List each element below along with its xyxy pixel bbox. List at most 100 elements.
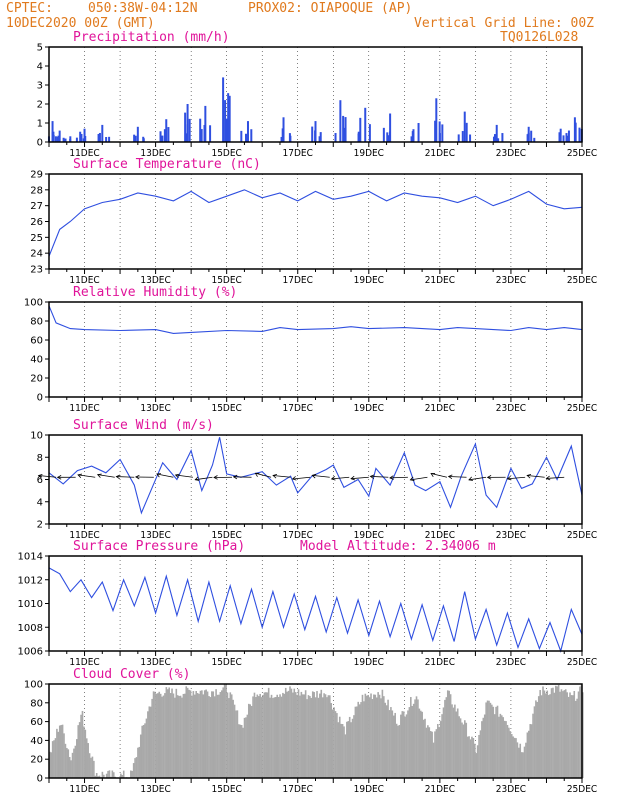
cloud-bar	[519, 743, 522, 778]
cloud-bar	[80, 714, 82, 778]
precip-bar	[389, 113, 392, 142]
cloud-bar	[314, 697, 317, 778]
x-tick-label: 13DEC	[140, 657, 170, 668]
precip-bar	[250, 129, 253, 142]
x-tick-label: 21DEC	[425, 275, 455, 286]
cloud-bar	[486, 700, 489, 778]
panel-title: Surface Wind (m/s)	[73, 418, 214, 433]
cloud-bar	[506, 724, 509, 778]
cloud-bar	[77, 725, 80, 778]
cloud-bar	[516, 742, 519, 778]
cloud-bar	[471, 736, 473, 778]
cloud-bar	[88, 753, 91, 778]
precip-bar	[167, 127, 170, 142]
precip-bar	[434, 120, 437, 142]
cloud-bar	[455, 711, 458, 778]
cloud-bar	[294, 692, 297, 778]
precip-bar	[492, 136, 495, 142]
cloud-bar	[500, 715, 503, 778]
cloud-bar	[216, 694, 219, 778]
precip-bar	[368, 124, 371, 142]
cloud-bar	[319, 693, 321, 778]
panel-title: Surface Pressure (hPa)	[73, 539, 245, 554]
header-grid-note: Vertical Grid Line: 00Z	[414, 16, 594, 31]
wind-arrowhead	[56, 475, 62, 480]
precip-bar	[161, 135, 164, 142]
cloud-bar	[435, 729, 438, 778]
cloud-bar	[492, 706, 495, 778]
cloud-bar	[105, 773, 108, 778]
cloud-bar	[303, 694, 306, 778]
cloud-bar	[444, 699, 446, 778]
cloud-bar	[543, 690, 546, 778]
precip-bar	[200, 129, 203, 142]
header-origin: CPTEC:	[6, 1, 53, 16]
cloud-bar	[257, 696, 260, 778]
cloud-bar	[478, 734, 480, 778]
cloud-bar	[130, 770, 132, 778]
x-tick-label: 23DEC	[496, 530, 526, 541]
cloud-bar	[434, 731, 436, 778]
cloud-bar	[174, 697, 176, 778]
cloud-bar	[152, 691, 155, 778]
cloud-bar	[576, 698, 578, 778]
header-coordinates: 050:38W-04:12N	[88, 1, 198, 16]
cloud-bar	[239, 724, 242, 778]
cloud-bar	[184, 693, 186, 778]
cloud-bar	[252, 696, 254, 778]
cloud-bar	[101, 771, 104, 778]
y-tick-label: 1014	[18, 552, 43, 563]
cloud-bar	[552, 687, 554, 778]
cloud-bar	[205, 689, 207, 778]
cloud-bar	[520, 752, 523, 778]
cloud-bar	[211, 691, 213, 778]
cloud-bar	[365, 695, 368, 778]
wind-arrow	[38, 475, 57, 478]
cloud-bar	[509, 731, 512, 778]
cloud-bar	[419, 710, 422, 778]
cloud-bar	[546, 690, 549, 778]
precip-bar	[314, 130, 317, 142]
cloud-bar	[554, 685, 557, 778]
y-tick-label: 100	[24, 680, 43, 691]
cloud-bar	[465, 722, 468, 778]
cloud-bar	[569, 692, 571, 778]
panel-title: Cloud Cover (%)	[73, 667, 190, 682]
cloud-bar	[537, 696, 540, 778]
cloud-bar	[422, 719, 425, 778]
cloud-bar	[320, 689, 323, 778]
cloud-bar	[168, 687, 170, 778]
cloud-bar	[367, 694, 369, 778]
cloud-bar	[559, 691, 561, 778]
cloud-bar	[491, 704, 493, 778]
cloud-bar	[401, 711, 404, 778]
precip-bar	[344, 127, 347, 142]
precip-bar	[204, 105, 207, 142]
precip-bar	[224, 100, 227, 142]
cloud-bar	[527, 730, 530, 778]
x-tick-label: 15DEC	[211, 784, 241, 795]
x-tick-label: 19DEC	[354, 403, 384, 414]
panel-title: Precipitation (mm/h)	[73, 30, 230, 45]
cloud-bar	[572, 695, 574, 778]
cloud-bar	[317, 697, 320, 778]
cloud-bar	[223, 684, 226, 778]
cloud-bar	[428, 727, 431, 778]
cloud-bar	[172, 693, 175, 778]
x-tick-label: 15DEC	[211, 530, 241, 541]
cloud-bar	[61, 724, 64, 778]
cloud-bar	[353, 715, 355, 778]
wind-arrowhead	[254, 472, 260, 477]
cloud-bar	[178, 695, 180, 778]
precip-bar	[457, 134, 460, 142]
x-tick-label: 19DEC	[354, 148, 384, 159]
cloud-bar	[203, 690, 206, 778]
x-tick-label: 23DEC	[496, 275, 526, 286]
cloud-bar	[392, 715, 395, 778]
cloud-bar	[58, 725, 61, 778]
x-tick-label: 11DEC	[69, 148, 99, 159]
cloud-bar	[326, 697, 328, 778]
cloud-bar	[309, 696, 311, 778]
cloud-bar	[442, 707, 445, 778]
